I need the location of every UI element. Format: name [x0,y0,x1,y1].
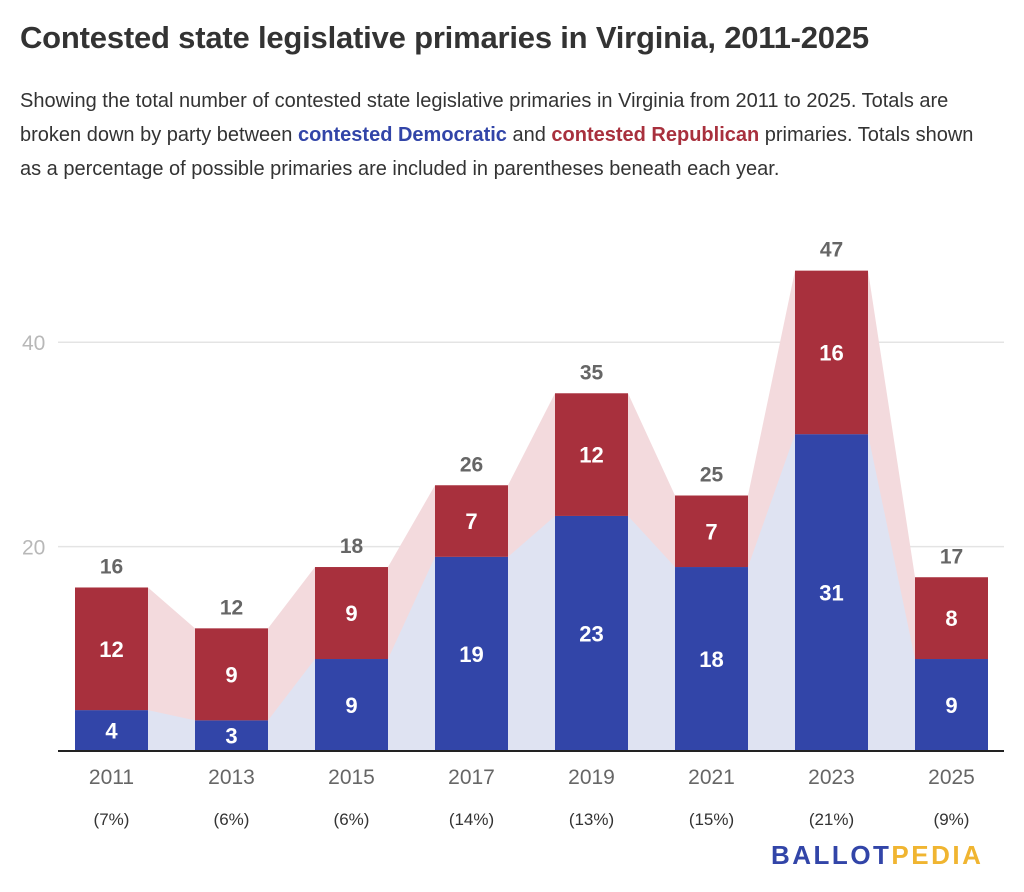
subtitle-text-3: primaries. Totals shown as a percentage … [20,124,974,180]
bar-democratic-2023 [795,434,868,751]
percent-label-2025: (9%) [934,810,970,829]
data-label-democratic-2011: 4 [105,719,118,744]
x-tick-label-2017: 2017 [448,766,495,789]
bar-republican-2023 [795,270,868,435]
x-tick-label-2021: 2021 [688,766,735,789]
total-label-2011: 16 [100,555,123,578]
bar-republican-2015 [315,567,388,660]
democratic-connector-area [75,434,988,751]
percent-label-2017: (14%) [449,810,494,829]
y-tick-label-40: 40 [22,332,45,355]
bar-democratic-2015 [315,659,388,751]
total-label-2025: 17 [940,545,963,568]
percent-label-2021: (15%) [689,810,734,829]
x-tick-label-2011: 2011 [89,766,134,789]
data-label-republican-2013: 9 [225,662,237,687]
total-label-2017: 26 [460,453,483,476]
subtitle-rep-label: contested Republican [551,124,760,146]
total-label-2015: 18 [340,535,364,558]
bar-republican-2013 [195,628,268,721]
data-label-democratic-2021: 18 [699,647,723,672]
data-label-republican-2021: 7 [705,519,717,544]
bar-democratic-2021 [675,567,748,751]
bar-republican-2025 [915,577,988,660]
chart-title: Contested state legislative primaries in… [20,20,869,55]
x-tick-label-2023: 2023 [808,766,855,789]
subtitle-dem-label: contested Democratic [297,124,507,146]
percent-label-2019: (13%) [569,810,614,829]
data-label-republican-2011: 12 [99,637,123,662]
data-label-republican-2019: 12 [579,443,603,468]
bar-republican-2019 [555,393,628,516]
x-tick-label-2015: 2015 [328,766,375,789]
data-label-democratic-2025: 9 [945,693,957,718]
percent-label-2015: (6%) [334,810,370,829]
subtitle-text-2: and [506,124,552,146]
bar-democratic-2019 [555,515,628,751]
bar-democratic-2017 [435,556,508,751]
data-label-republican-2017: 7 [465,509,477,534]
data-label-democratic-2017: 19 [459,642,483,667]
bar-democratic-2025 [915,659,988,751]
data-label-republican-2015: 9 [345,601,357,626]
data-label-democratic-2019: 23 [579,621,603,646]
total-label-2023: 47 [820,239,843,262]
percent-label-2011: (7%) [94,810,130,829]
data-label-democratic-2015: 9 [345,693,357,718]
total-label-2013: 12 [220,596,243,619]
chart-subtitle: Showing the total number of contested st… [20,84,1000,186]
logo-ballot-text: BALLOT [771,840,892,870]
bar-republican-2011 [75,587,148,711]
percent-label-2023: (21%) [809,810,854,829]
subtitle-text-1: Showing the total number of contested st… [20,90,949,146]
total-label-2019: 35 [580,361,604,384]
bar-democratic-2013 [195,720,268,751]
total-label-2021: 25 [700,464,724,487]
bar-republican-2021 [675,495,748,568]
data-label-democratic-2023: 31 [819,581,843,606]
logo-pedia-text: PEDIA [891,840,984,870]
y-tick-label-20: 20 [22,537,45,560]
x-tick-label-2013: 2013 [208,766,255,789]
data-label-democratic-2013: 3 [225,724,237,749]
x-tick-label-2019: 2019 [568,766,615,789]
bar-democratic-2011 [75,710,148,751]
ballotpedia-logo: BALLOTPEDIA [771,840,983,871]
bar-republican-2017 [435,485,508,557]
percent-label-2013: (6%) [214,810,250,829]
x-tick-label-2025: 2025 [928,766,975,789]
data-label-republican-2023: 16 [819,340,843,365]
data-label-republican-2025: 8 [945,606,957,631]
